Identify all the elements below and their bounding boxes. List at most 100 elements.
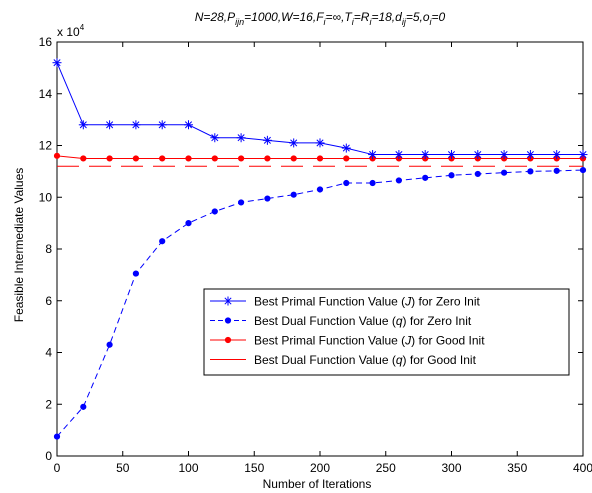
data-point xyxy=(80,155,87,162)
x-tick-label: 400 xyxy=(573,461,592,475)
title-part: =18,d xyxy=(371,10,402,24)
data-point xyxy=(262,135,272,145)
data-point xyxy=(343,179,350,187)
y-tick-label: 0 xyxy=(45,449,52,463)
data-point xyxy=(106,155,113,162)
data-point xyxy=(448,172,455,179)
y-multiplier-label: x 104 xyxy=(57,23,85,39)
title-part: i xyxy=(369,17,372,27)
legend-label: Best Primal Function Value (J) for Good … xyxy=(254,334,485,348)
data-point xyxy=(157,120,167,130)
data-point xyxy=(289,138,299,148)
title-part: i xyxy=(352,17,355,27)
data-point xyxy=(236,133,246,143)
data-point xyxy=(53,152,61,159)
legend-entry: Best Dual Function Value (q) for Good In… xyxy=(210,353,477,367)
data-point xyxy=(447,150,456,160)
legend: Best Primal Function Value (J) for Zero … xyxy=(203,288,570,376)
data-point xyxy=(264,155,271,162)
title-part: i xyxy=(324,17,327,27)
data-point xyxy=(290,155,297,162)
chart-title: N=28,Pijn=1000,W=16,Fi=∞,Ti=Ri=18,dij=5,… xyxy=(195,10,446,27)
title-part: =R xyxy=(354,10,370,24)
data-point xyxy=(395,177,402,184)
data-point xyxy=(78,120,88,130)
y-tick-label: 14 xyxy=(39,87,53,101)
data-point xyxy=(185,220,192,227)
title-part: =∞,T xyxy=(326,10,354,24)
data-point xyxy=(422,174,429,181)
x-tick-label: 50 xyxy=(116,461,130,475)
data-point xyxy=(578,150,588,160)
y-tick-label: 16 xyxy=(39,35,53,49)
data-point xyxy=(315,138,325,148)
data-point xyxy=(238,199,245,206)
data-point xyxy=(132,155,139,162)
data-point xyxy=(316,186,324,193)
data-point xyxy=(553,167,560,174)
data-point xyxy=(369,179,376,187)
x-tick-label: 350 xyxy=(507,461,527,475)
data-point xyxy=(211,208,218,215)
data-point xyxy=(224,317,232,324)
data-point xyxy=(159,155,166,162)
y-tick-label: 4 xyxy=(45,346,52,360)
title-part: ijn xyxy=(235,17,244,27)
title-part: N=28,P xyxy=(195,10,235,24)
legend-entry: Best Primal Function Value (J) for Zero … xyxy=(210,295,481,309)
y-tick-label: 2 xyxy=(45,397,52,411)
plot-area: 0 50 100 150 200 250 300 350 400 0 2 4 6 8 10 12 14 16 xyxy=(39,35,592,475)
data-point xyxy=(105,120,115,130)
data-point xyxy=(159,238,166,245)
x-tick-label: 100 xyxy=(178,461,198,475)
data-point xyxy=(525,150,535,160)
legend-label: Best Dual Function Value (q) for Good In… xyxy=(254,353,477,367)
data-point xyxy=(341,143,351,153)
data-point xyxy=(210,133,220,143)
data-point xyxy=(394,150,404,160)
y-axis-label: Feasible Intermediate Values xyxy=(12,168,26,323)
data-point xyxy=(185,155,192,162)
data-point xyxy=(264,195,271,202)
data-point xyxy=(501,169,508,176)
y-tick-label: 10 xyxy=(39,190,53,204)
title-part: =0 xyxy=(432,10,446,24)
data-point xyxy=(184,120,193,130)
data-point xyxy=(224,336,232,344)
legend-entry: Best Dual Function Value (q) for Zero In… xyxy=(210,314,472,328)
x-tick-label: 0 xyxy=(54,461,61,475)
legend-entry: Best Primal Function Value (J) for Good … xyxy=(210,334,485,348)
data-point xyxy=(368,150,378,160)
data-point xyxy=(52,58,62,68)
title-part: =1000,W=16,F xyxy=(244,10,324,24)
series-2 xyxy=(53,166,587,440)
data-point xyxy=(131,120,141,130)
data-point xyxy=(211,155,218,162)
data-point xyxy=(473,150,483,160)
title-part: ij xyxy=(402,17,407,27)
legend-label: Best Dual Function Value (q) for Zero In… xyxy=(254,314,472,328)
data-point xyxy=(420,150,430,160)
data-point xyxy=(579,166,587,174)
series-1 xyxy=(52,58,588,160)
data-point xyxy=(552,150,562,160)
data-point xyxy=(527,168,534,175)
legend-box xyxy=(203,288,570,376)
data-point xyxy=(223,296,233,306)
y-tick-label: 6 xyxy=(45,294,52,308)
y-tick-label: 8 xyxy=(45,242,52,256)
data-point xyxy=(499,150,509,160)
x-tick-label: 150 xyxy=(244,461,264,475)
x-tick-label: 200 xyxy=(310,461,330,475)
data-point xyxy=(474,170,481,178)
data-point xyxy=(316,155,324,162)
data-point xyxy=(132,270,139,277)
x-axis-label: Number of Iterations xyxy=(263,477,372,491)
axis-ticks: 0 50 100 150 200 250 300 350 400 0 2 4 6 8 10 12 14 16 xyxy=(39,35,592,475)
legend-label: Best Primal Function Value (J) for Zero … xyxy=(254,295,481,309)
data-point xyxy=(80,403,87,410)
title-part: i xyxy=(430,17,433,27)
x-tick-label: 300 xyxy=(441,461,461,475)
title-part: =5,o xyxy=(406,10,430,24)
